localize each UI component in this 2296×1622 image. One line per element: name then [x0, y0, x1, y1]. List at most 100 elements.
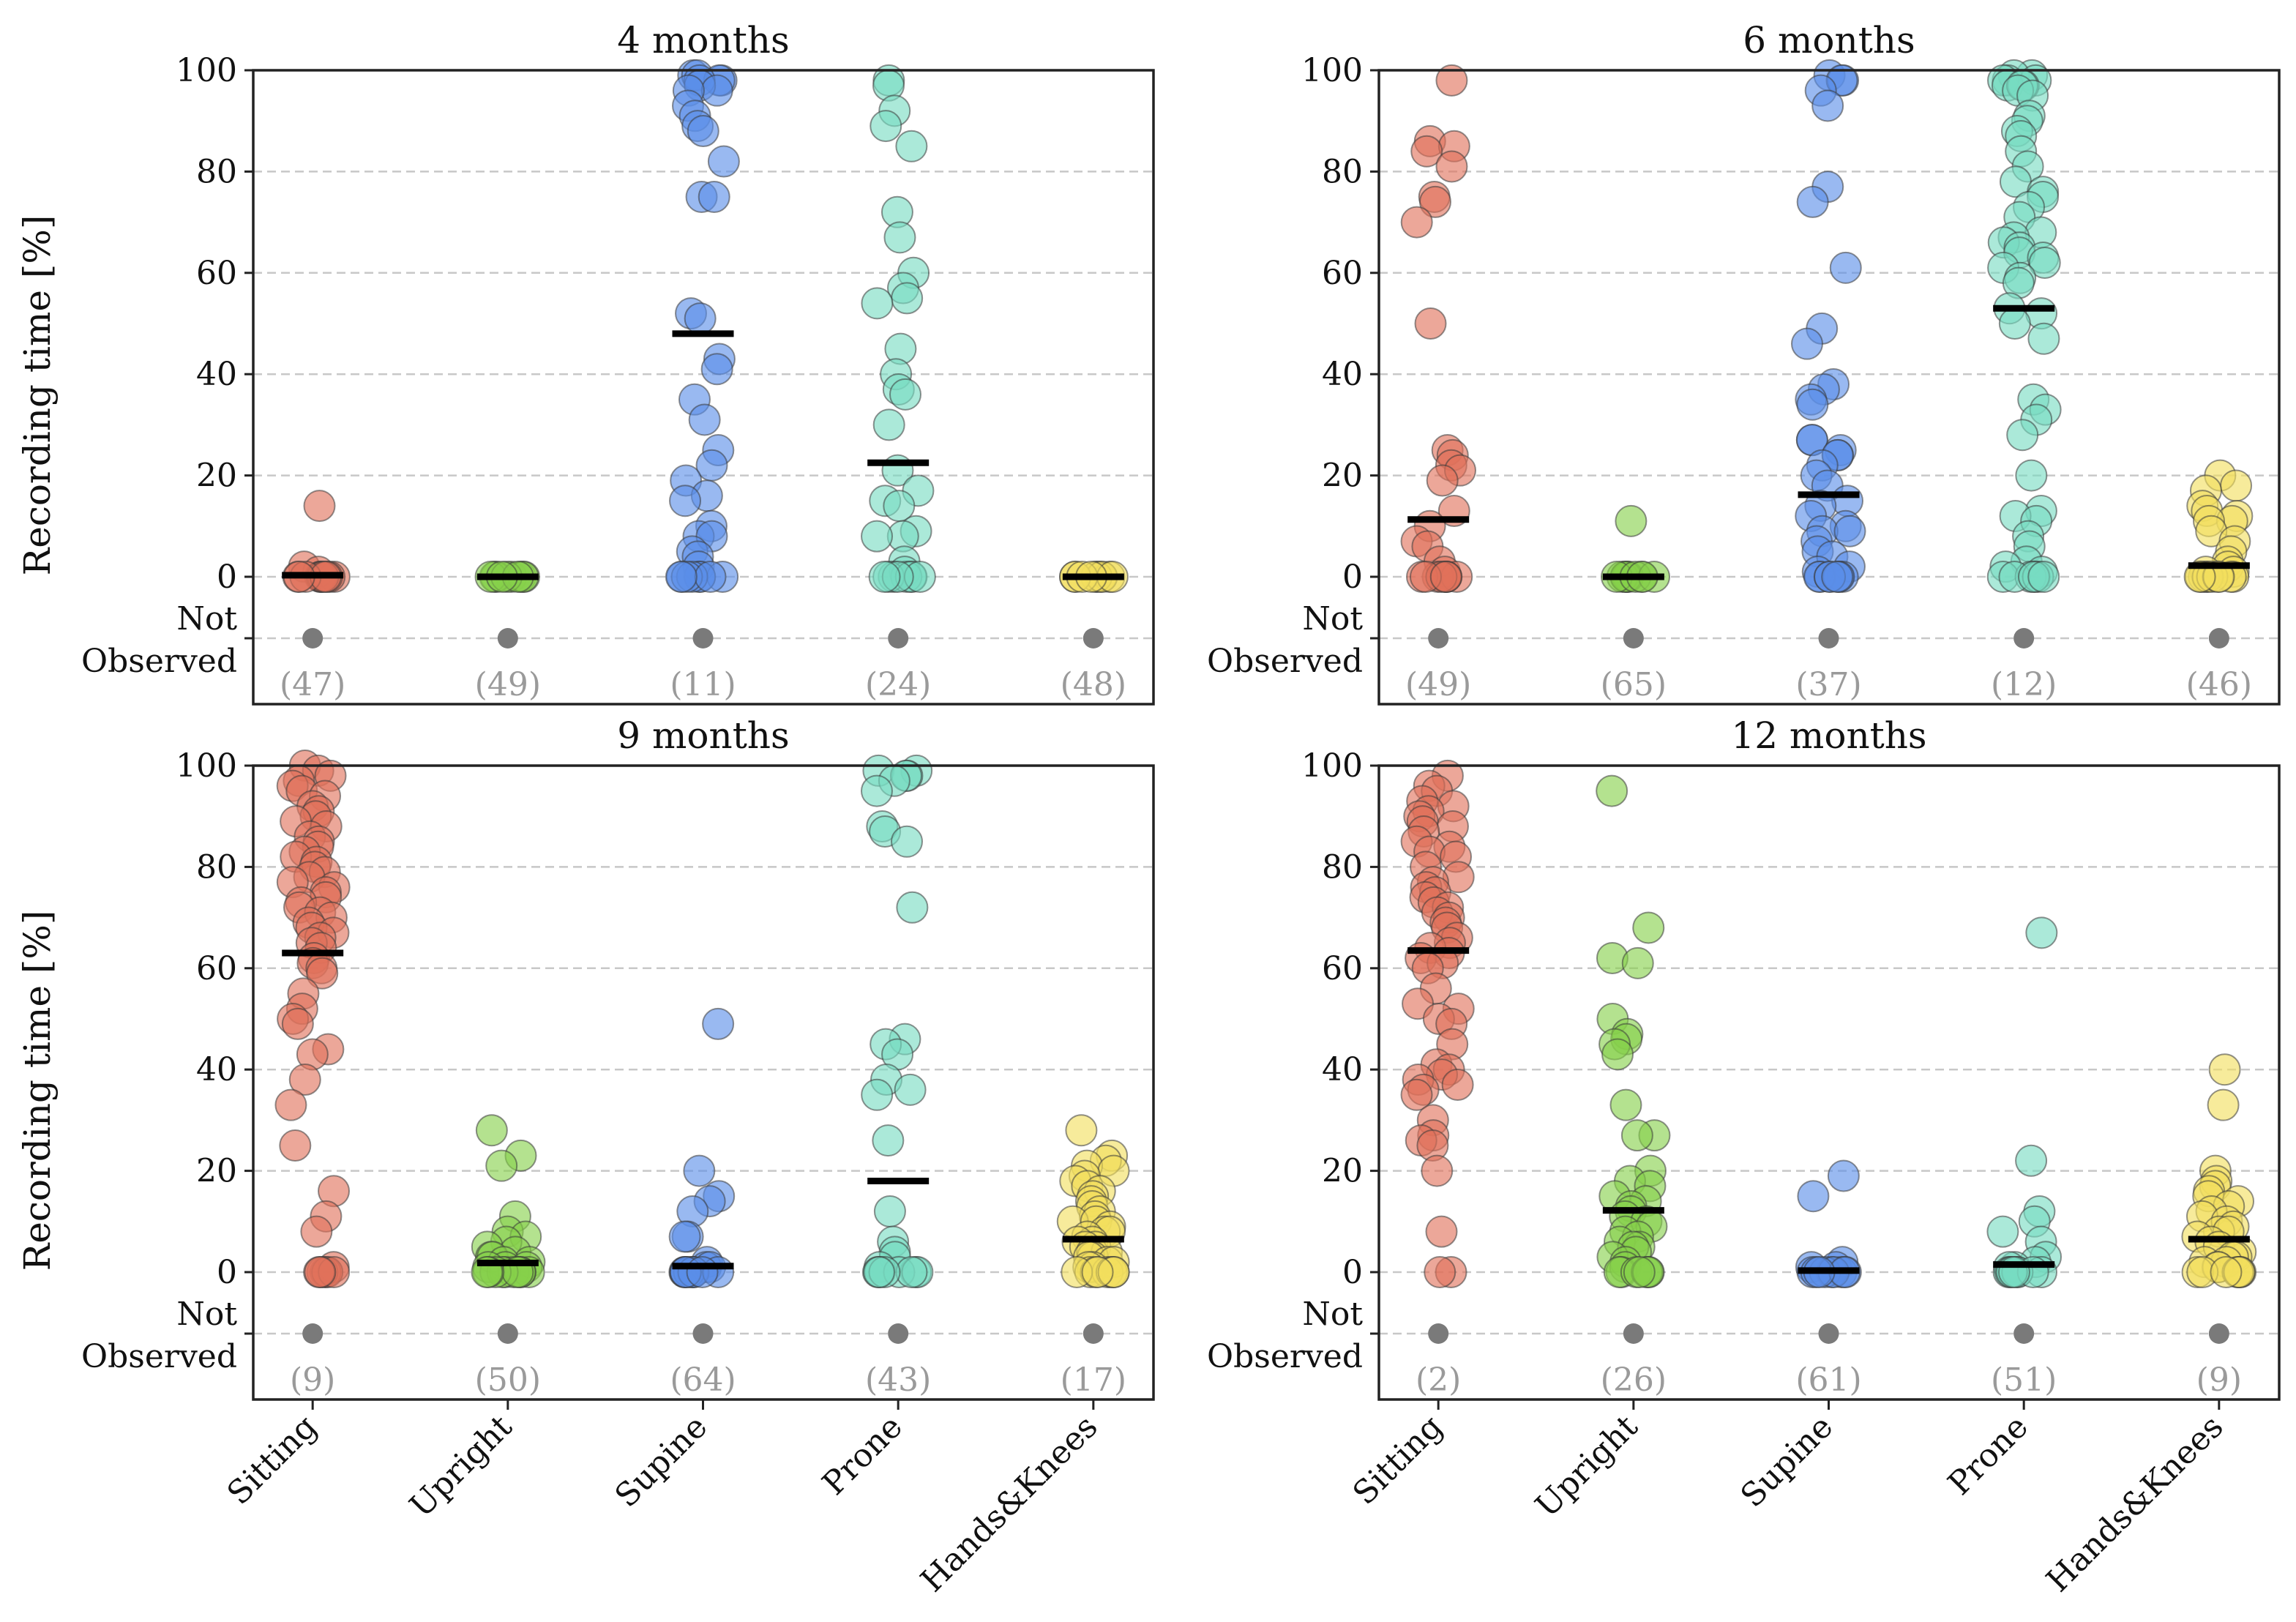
not-observed-marker	[497, 1323, 518, 1344]
data-point	[896, 891, 929, 924]
series-hands-and-knees: (46)	[2183, 459, 2254, 703]
data-point	[2028, 246, 2061, 279]
y-tick-label: 20	[196, 457, 237, 495]
data-point	[300, 1215, 333, 1248]
not-observed-marker	[692, 628, 714, 649]
data-point	[1623, 1256, 1656, 1288]
data-point	[1621, 946, 1654, 979]
y-tick-label-not: Not	[1302, 600, 1363, 638]
data-point	[1425, 1215, 1458, 1248]
y-tick-label: 60	[1322, 950, 1363, 987]
data-point	[274, 1088, 307, 1121]
data-point	[1986, 1215, 2019, 1248]
series-upright: (26)	[1596, 774, 1671, 1399]
data-point	[891, 825, 924, 858]
data-point	[475, 1114, 508, 1147]
y-tick-label-not: Not	[176, 1296, 237, 1333]
data-point	[1596, 774, 1628, 807]
axes-frame	[1377, 69, 2281, 706]
series-prone: (51)	[1986, 916, 2063, 1399]
data-point	[861, 520, 894, 553]
data-point	[861, 1078, 894, 1111]
not-observed-count: (17)	[1061, 1361, 1126, 1399]
x-tick-label: Prone	[1941, 1408, 2035, 1503]
series-sitting: (47)	[280, 490, 351, 703]
series-sitting: (9)	[274, 750, 351, 1399]
y-axis-label-bottom: Recording time [%]	[16, 911, 59, 1271]
not-observed-count: (51)	[1991, 1361, 2057, 1399]
data-point	[1410, 135, 1443, 168]
data-point	[306, 957, 339, 990]
axes-frame	[252, 764, 1155, 1401]
data-point	[1426, 464, 1459, 497]
data-point	[1601, 1038, 1634, 1071]
y-tick-label: 40	[196, 356, 237, 393]
data-point	[2220, 469, 2253, 502]
series-hands-and-knees: (17)	[1056, 1114, 1130, 1399]
data-point	[686, 1256, 719, 1288]
not-observed-marker	[1428, 628, 1449, 649]
data-point	[1435, 150, 1468, 183]
data-point	[1441, 1068, 1474, 1101]
data-point	[2015, 459, 2048, 492]
data-point	[304, 1256, 337, 1288]
not-observed-count: (9)	[290, 1361, 335, 1399]
not-observed-count: (49)	[475, 666, 541, 703]
y-axis-label-top: Recording time [%]	[16, 215, 59, 576]
not-observed-count: (24)	[865, 666, 931, 703]
data-point	[303, 490, 336, 523]
panel-9-months: 9 months 0 20 40 60 80 100 Not Observed (9) Sittin…	[81, 714, 1155, 1599]
data-point	[1609, 1088, 1642, 1121]
series-hands-and-knees: (48)	[1059, 561, 1129, 703]
data-point	[2025, 916, 2058, 949]
panel-4-months: 4 months 0 20 40 60 80 100 Not Observed (47) (49) (…	[81, 19, 1155, 706]
not-observed-marker	[1082, 628, 1104, 649]
y-tick-label: 80	[1322, 153, 1363, 190]
data-point	[1827, 1159, 1860, 1192]
data-point	[1414, 307, 1447, 340]
data-point	[870, 110, 902, 143]
not-observed-count: (61)	[1795, 1361, 1861, 1399]
data-point	[895, 1256, 928, 1288]
not-observed-marker	[2208, 628, 2229, 649]
data-point	[700, 74, 733, 107]
not-observed-count: (46)	[2186, 666, 2252, 703]
not-observed-count: (50)	[475, 1361, 541, 1399]
axes-frame	[1377, 764, 2281, 1401]
data-point	[1632, 911, 1665, 944]
data-point	[279, 1129, 312, 1162]
y-tick-label: 20	[196, 1153, 237, 1190]
data-point	[889, 378, 921, 411]
not-observed-count: (26)	[1601, 1361, 1667, 1399]
series-upright: (65)	[1601, 504, 1671, 703]
data-point	[873, 1195, 906, 1227]
series-prone: (43)	[860, 754, 934, 1399]
x-tick-label: Prone	[815, 1408, 910, 1503]
y-tick-label: 0	[1342, 1254, 1363, 1291]
not-observed-count: (64)	[670, 1361, 736, 1399]
not-observed-count: (48)	[1061, 666, 1126, 703]
data-point	[1998, 307, 2031, 340]
data-point	[288, 1064, 321, 1096]
y-tick-label: 0	[217, 1254, 237, 1291]
data-point	[687, 115, 719, 148]
data-point	[1424, 1256, 1456, 1288]
data-point	[1811, 89, 1844, 122]
data-point	[485, 1149, 518, 1182]
data-point	[862, 1256, 895, 1288]
data-point	[2027, 561, 2060, 593]
x-tick-label: Upright	[403, 1408, 520, 1525]
data-point	[694, 561, 727, 593]
not-observed-marker	[692, 1323, 714, 1344]
y-tick-label: 40	[1322, 1051, 1363, 1088]
series-upright: (50)	[471, 1114, 546, 1399]
y-tick-label: 60	[196, 255, 237, 292]
panel-title: 4 months	[617, 19, 789, 61]
not-observed-count: (47)	[280, 666, 345, 703]
data-point	[683, 1154, 716, 1187]
y-tick-label: 0	[217, 558, 237, 596]
data-point	[1796, 388, 1829, 421]
data-point	[1797, 1180, 1830, 1213]
y-tick-label: 40	[1322, 356, 1363, 393]
data-point	[860, 774, 893, 807]
